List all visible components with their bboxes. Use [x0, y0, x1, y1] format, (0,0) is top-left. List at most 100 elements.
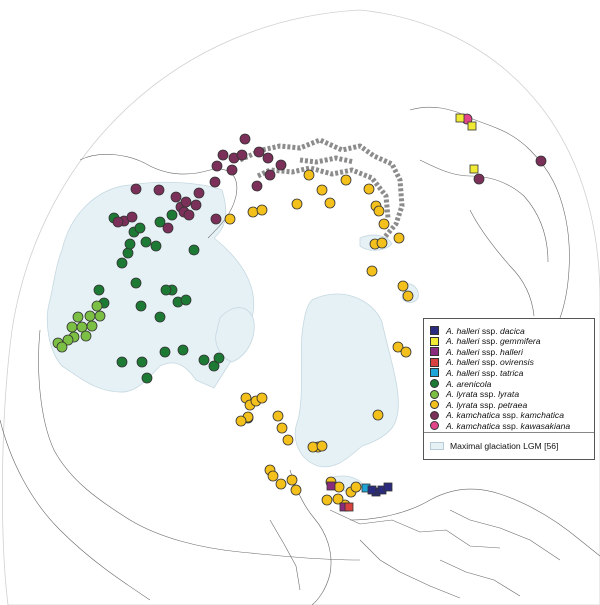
legend-divider: [424, 432, 594, 433]
glaciation-eurasia: [294, 293, 399, 468]
site-marker-arenicola: [136, 356, 148, 368]
site-marker-arenicola: [154, 216, 166, 228]
site-marker-petraea: [307, 441, 319, 453]
site-marker-petraea: [366, 265, 378, 277]
site-marker-petraea: [224, 213, 236, 225]
site-marker-petraea: [332, 493, 344, 505]
site-marker-kamchatica: [253, 146, 265, 158]
country-border: [269, 519, 301, 591]
site-marker-petraea: [373, 205, 385, 217]
legend-square-icon: [430, 347, 439, 357]
country-border: [449, 509, 561, 561]
site-marker-dacica: [367, 485, 377, 495]
site-marker-arenicola: [160, 284, 172, 296]
legend-circle-icon: [430, 410, 439, 420]
legend-circle-icon: [430, 379, 439, 388]
globe-outline: [2, 9, 600, 605]
site-marker-kamchatica: [170, 191, 182, 203]
site-marker-arenicola: [154, 311, 166, 323]
site-marker-petraea: [291, 198, 303, 210]
site-marker-kamchatica: [209, 176, 221, 188]
site-marker-lyrata: [62, 334, 74, 346]
coastline: [419, 159, 549, 263]
legend-label: A. lyrata ssp. lyrata: [446, 389, 520, 400]
site-marker-petraea: [397, 280, 409, 292]
site-marker-kamchatica: [535, 155, 547, 167]
site-marker-kamchatica: [264, 169, 276, 181]
legend-square-icon: [430, 326, 439, 335]
site-marker-petraea: [340, 174, 352, 186]
site-marker-petraea: [275, 478, 287, 490]
site-marker-petraea: [282, 434, 294, 446]
site-marker-kamchatica: [217, 149, 229, 161]
site-marker-arenicola: [130, 277, 142, 289]
country-border: [329, 509, 501, 549]
site-marker-petraea: [363, 183, 375, 195]
site-marker-kamchatica: [180, 196, 192, 208]
site-marker-arenicola: [166, 209, 178, 221]
mountain-ridge: [238, 137, 405, 240]
site-marker-ovirensis: [344, 502, 354, 512]
site-marker-petraea: [324, 197, 336, 209]
legend-label: A. halleri ssp. ovirensis: [446, 357, 534, 368]
site-marker-lyrata: [66, 321, 78, 333]
coastline: [38, 329, 361, 561]
legend-label: A. kamchatica ssp. kamchatica: [446, 410, 564, 421]
legend-item-ovirensis: A. halleri ssp. ovirensis: [430, 357, 534, 368]
site-marker-petraea: [247, 206, 259, 218]
site-marker-arenicola: [180, 294, 192, 306]
legend-label: A. lyrata ssp. petraea: [446, 399, 528, 410]
site-marker-arenicola: [93, 284, 105, 296]
site-marker-gemmifera: [455, 113, 465, 123]
site-marker-gemmifera: [469, 164, 479, 174]
site-marker-arenicola: [122, 247, 134, 259]
site-marker-kamchatica: [153, 184, 165, 196]
site-marker-petraea: [393, 232, 405, 244]
legend-circle-icon: [430, 421, 439, 431]
site-marker-petraea: [303, 169, 315, 181]
borders: [0, 106, 600, 605]
site-marker-kamchatica: [190, 199, 202, 211]
site-marker-petraea: [256, 204, 268, 216]
legend-label: A. arenicola: [446, 378, 492, 389]
site-marker-kamchatica: [211, 160, 223, 172]
site-marker-kamchatica: [236, 149, 248, 161]
legend-square-icon: [430, 368, 439, 378]
site-marker-arenicola: [159, 346, 171, 358]
site-marker-petraea: [372, 409, 384, 421]
legend-label: A. halleri ssp. tatrica: [446, 367, 524, 378]
legend-label: A. kamchatica ssp. kawasakiana: [446, 420, 571, 431]
site-marker-petraea: [316, 440, 328, 452]
legend-glaciation-label: Maximal glaciation LGM [56]: [450, 440, 559, 451]
site-marker-lyrata: [86, 320, 98, 332]
site-marker-kamchatica: [275, 159, 287, 171]
site-marker-kamchatica: [210, 213, 222, 225]
country-border: [439, 559, 521, 597]
legend-item-petraea: A. lyrata ssp. petraea: [430, 399, 527, 410]
site-marker-arenicola: [188, 244, 200, 256]
site-marker-dacica: [383, 482, 393, 492]
site-markers: [52, 113, 547, 512]
site-marker-petraea: [400, 346, 412, 358]
site-marker-petraea: [235, 415, 247, 427]
legend-item-gemmifera: A. halleri ssp. gemmifera: [430, 336, 541, 347]
legend-label: A. halleri ssp. halleri: [446, 346, 523, 357]
glaciation-north-america: [46, 181, 255, 393]
site-marker-arenicola: [208, 360, 220, 372]
site-marker-lyrata: [72, 311, 84, 323]
legend-square-icon: [430, 357, 439, 367]
site-marker-petraea: [392, 341, 404, 353]
site-marker-petraea: [333, 481, 345, 493]
site-marker-kamchatica: [262, 152, 274, 164]
coastline: [289, 469, 332, 605]
site-marker-arenicola: [141, 372, 153, 384]
coastline: [409, 106, 570, 319]
mountain-ridge: [299, 155, 355, 165]
site-marker-arenicola: [135, 300, 147, 312]
site-marker-petraea: [321, 494, 333, 506]
site-marker-lyrata: [80, 330, 92, 342]
legend-item-kamchatica: A. kamchatica ssp. kamchatica: [430, 410, 564, 421]
site-marker-kamchatica: [130, 183, 142, 195]
site-marker-petraea: [256, 392, 268, 404]
